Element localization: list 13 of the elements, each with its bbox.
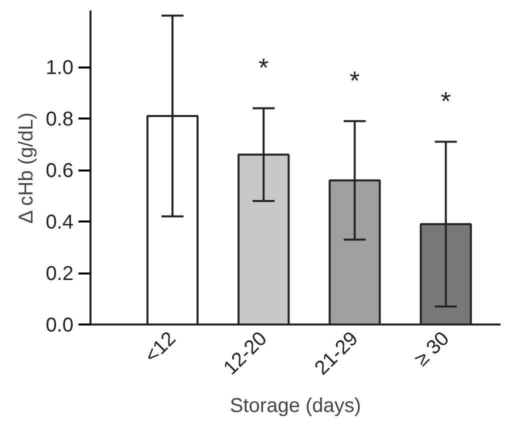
y-tick-label: 0.0 <box>46 314 74 336</box>
y-tick-label: 0.8 <box>46 108 74 131</box>
y-tick-label: 0.2 <box>46 263 74 286</box>
x-tick-label: ≥ 30 <box>410 328 454 371</box>
annotation: * <box>440 86 451 116</box>
y-axis-title: Δ cHb (g/dL) <box>16 112 38 224</box>
x-axis-title: Storage (days) <box>230 395 362 418</box>
x-tick-label: <12 <box>140 328 180 368</box>
y-tick-label: 0.4 <box>46 212 74 234</box>
y-tick-label: 1.0 <box>46 57 74 80</box>
annotation: * <box>258 52 269 83</box>
annotation: * <box>350 65 360 96</box>
y-tick-label: 0.6 <box>46 160 74 182</box>
